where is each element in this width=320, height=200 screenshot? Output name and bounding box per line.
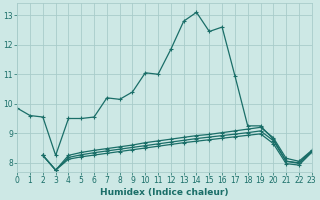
X-axis label: Humidex (Indice chaleur): Humidex (Indice chaleur) xyxy=(100,188,229,197)
